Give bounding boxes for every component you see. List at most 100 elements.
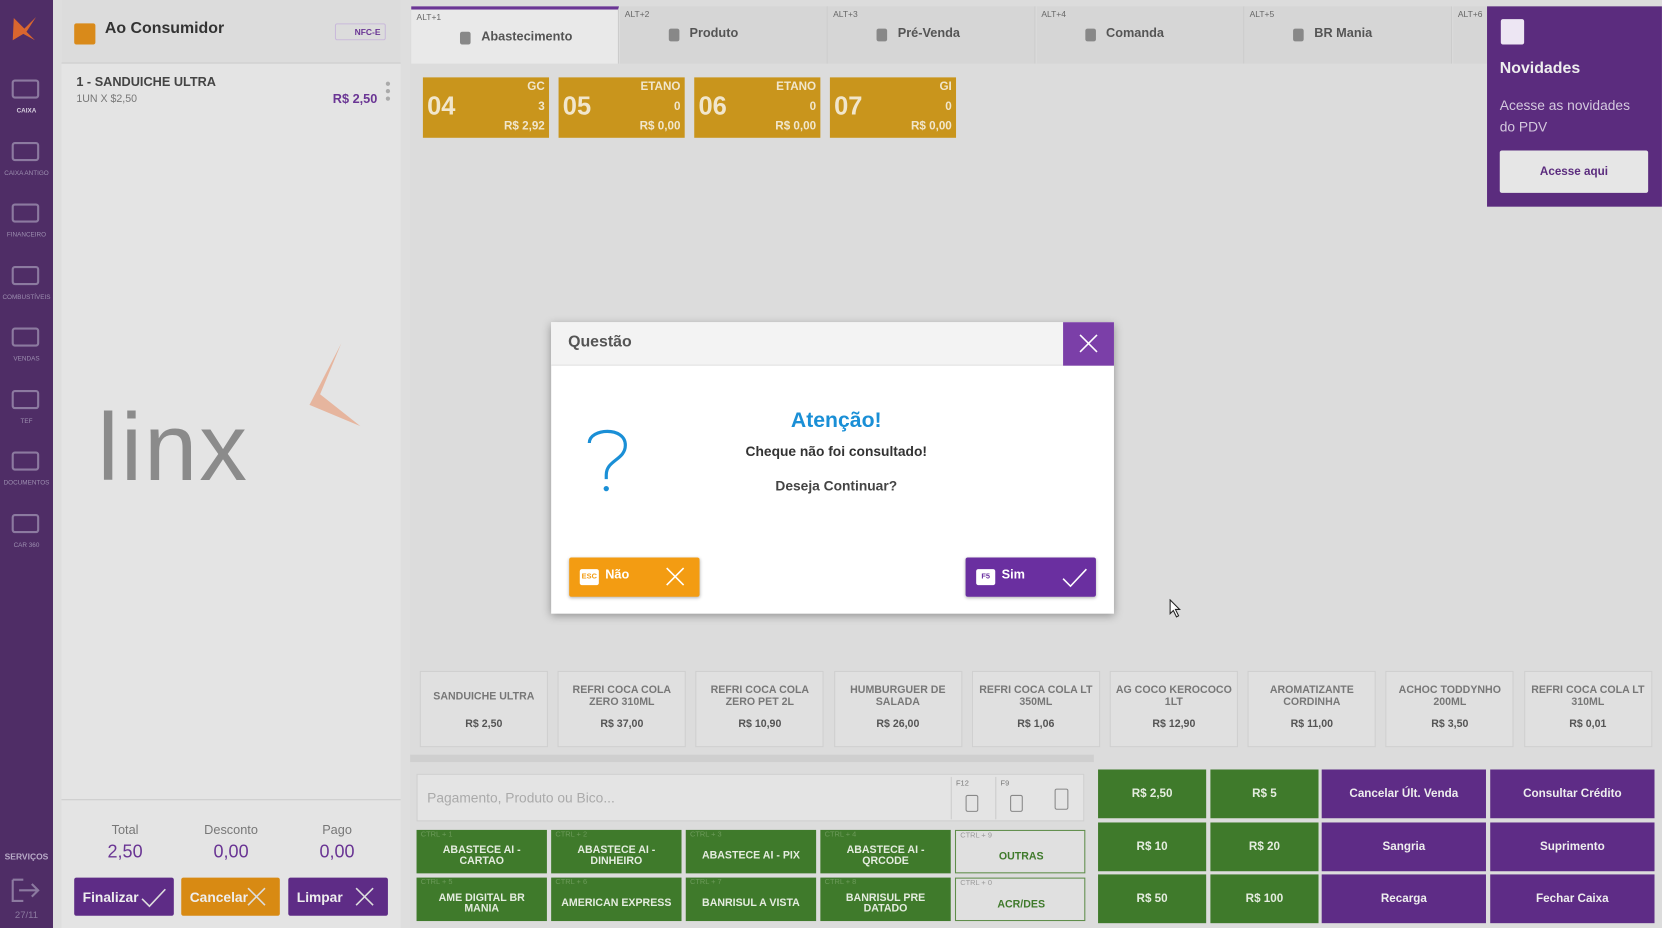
pump-card[interactable]: 05 ETANO 0 R$ 0,00 [558, 77, 685, 138]
totals-divider [61, 799, 401, 801]
quick-amount[interactable]: R$ 5 [1210, 769, 1319, 819]
payment-button[interactable]: CTRL + 5 AME DIGITAL BR MANIA [416, 877, 547, 922]
sidebar-icon [10, 322, 42, 352]
dialog-header [551, 322, 1114, 366]
payment-label: AMERICAN EXPRESS [561, 897, 672, 909]
tab[interactable]: ALT+2 Produto [619, 6, 828, 64]
product-tile[interactable]: REFRI COCA COLA LT 350ML R$ 1,06 [971, 670, 1100, 748]
payment-button[interactable]: CTRL + 1 ABASTECE AI - CARTAO [416, 829, 547, 874]
customer-name: Ao Consumidor [104, 19, 225, 38]
cart-button[interactable]: Finalizar [74, 877, 174, 916]
action-button[interactable]: Recarga [1321, 874, 1486, 924]
tab-label: BR Mania [1314, 25, 1373, 41]
pump-card[interactable]: 07 GI 0 R$ 0,00 [829, 77, 957, 138]
logo-svg [12, 16, 37, 41]
action-button[interactable]: Suprimento [1490, 822, 1655, 872]
pump-card[interactable]: 04 GC 3 R$ 2,92 [422, 77, 550, 138]
tab-shortcut: ALT+3 [833, 9, 858, 20]
doc-badge: NFC-E [334, 23, 386, 41]
tab-shortcut: ALT+6 [1457, 9, 1483, 20]
product-tile[interactable]: REFRI COCA COLA ZERO 310ML R$ 37,00 [557, 670, 686, 748]
pump-fuel: ETANO [776, 80, 817, 94]
payment-label: AME DIGITAL BR MANIA [438, 891, 525, 915]
payment-button[interactable]: CTRL + 2 ABASTECE AI - DINHEIRO [551, 829, 682, 874]
dialog-button[interactable]: ESC Não [569, 557, 700, 597]
pump-count: 0 [673, 100, 681, 114]
watermark-bolt-svg [309, 343, 361, 427]
product-tile[interactable]: AG COCO KEROCOCO 1LT R$ 12,90 [1109, 670, 1238, 748]
cart-button[interactable]: Limpar [288, 877, 388, 916]
product-tile[interactable]: HUMBURGUER DE SALADA R$ 26,00 [833, 670, 962, 748]
action-button[interactable]: Sangria [1321, 822, 1486, 872]
pump-fuel: GC [527, 80, 545, 94]
watermark: linx [97, 395, 250, 502]
tab-label: Pré-Venda [897, 25, 960, 41]
product-name: REFRI COCA COLA LT 310ML [1531, 684, 1645, 709]
product-tile[interactable]: REFRI COCA COLA LT 310ML R$ 0,01 [1523, 670, 1652, 748]
cart-button[interactable]: Cancelar [181, 877, 280, 916]
action-button[interactable]: Consultar Crédito [1490, 769, 1655, 819]
cart-button-icon [354, 886, 382, 909]
quick-amount[interactable]: R$ 100 [1210, 874, 1319, 924]
total-value: 0,00 [213, 841, 249, 862]
payment-label: OUTRAS [998, 850, 1044, 863]
product-price: R$ 10,90 [738, 718, 782, 731]
pump-number: 07 [834, 92, 863, 121]
dialog-button-icon [1061, 566, 1089, 589]
cart-button-icon [246, 886, 274, 909]
dialog-button[interactable]: F5 Sim [965, 557, 1096, 597]
sidebar-icon-svg [11, 513, 40, 533]
quick-amount[interactable]: R$ 50 [1098, 874, 1207, 924]
action-button[interactable]: Cancelar Últ. Venda [1321, 769, 1486, 819]
dialog-question: Deseja Continuar? [775, 478, 898, 494]
payment-button[interactable]: CTRL + 4 ABASTECE AI - QRCODE [820, 829, 951, 874]
dialog-close[interactable] [1063, 322, 1114, 366]
tab-icon [1084, 28, 1096, 42]
payment-shortcut: CTRL + 6 [555, 878, 588, 887]
news-title: Novidades [1499, 59, 1581, 78]
product-price: R$ 37,00 [600, 718, 644, 731]
pump-count: 0 [945, 100, 952, 114]
cart-button-icon-svg [355, 887, 374, 906]
separator-bar [410, 754, 1094, 763]
dialog: Questão Atenção! Cheque não foi consultado… [551, 322, 1114, 614]
product-price: R$ 1,06 [1017, 718, 1055, 731]
tab[interactable]: ALT+3 Pré-Venda [827, 6, 1036, 64]
cart-button-label: Cancelar [189, 888, 248, 905]
product-tile[interactable]: REFRI COCA COLA ZERO PET 2L R$ 10,90 [695, 670, 824, 748]
product-tile[interactable]: AROMATIZANTE CORDINHA R$ 11,00 [1247, 670, 1376, 748]
payment-button[interactable]: CTRL + 9 OUTRAS [954, 829, 1086, 874]
product-tile[interactable]: ACHOC TODDYNHO 200ML R$ 3,50 [1385, 670, 1514, 748]
pump-amount: R$ 0,00 [775, 119, 817, 133]
pump-count: 3 [538, 100, 545, 114]
dialog-button-icon [665, 566, 693, 589]
payment-label: ABASTECE AI - DINHEIRO [577, 844, 656, 867]
cart-header [61, 0, 401, 64]
product-name: REFRI COCA COLA ZERO 310ML [572, 684, 672, 709]
quick-amount[interactable]: R$ 10 [1098, 822, 1207, 872]
cart-button-icon-svg [247, 887, 266, 906]
pump-number: 06 [698, 92, 727, 121]
product-price: R$ 0,01 [1569, 718, 1607, 731]
quick-amount[interactable]: R$ 20 [1210, 822, 1319, 872]
payment-label: BANRISUL PRE DATADO [845, 891, 926, 915]
news-button[interactable]: Acesse aqui [1499, 150, 1649, 193]
action-button[interactable]: Fechar Caixa [1490, 874, 1655, 924]
pump-card[interactable]: 06 ETANO 0 R$ 0,00 [694, 77, 821, 138]
tab-shortcut: ALT+5 [1249, 9, 1275, 20]
payment-button[interactable]: CTRL + 6 AMERICAN EXPRESS [551, 877, 682, 922]
sidebar-icon-svg [11, 451, 40, 471]
tab[interactable]: ALT+4 Comanda [1036, 6, 1244, 64]
quick-amount[interactable]: R$ 2,50 [1098, 769, 1207, 819]
tab-label: Comanda [1106, 25, 1164, 41]
product-tile[interactable]: SANDUICHE ULTRA R$ 2,50 [419, 670, 548, 748]
tab[interactable]: ALT+1 Abastecimento [411, 6, 619, 64]
payment-button[interactable]: CTRL + 3 ABASTECE AI - PIX [685, 829, 817, 874]
tab[interactable]: ALT+5 BR Mania [1244, 6, 1453, 64]
payment-button[interactable]: CTRL + 7 BANRISUL A VISTA [685, 877, 817, 922]
sidebar-label: FINANCEIRO [6, 232, 47, 239]
search-key-icon [1010, 794, 1023, 812]
payment-button[interactable]: CTRL + 8 BANRISUL PRE DATADO [820, 877, 951, 922]
payment-button[interactable]: CTRL + 0 ACR/DES [954, 877, 1086, 922]
